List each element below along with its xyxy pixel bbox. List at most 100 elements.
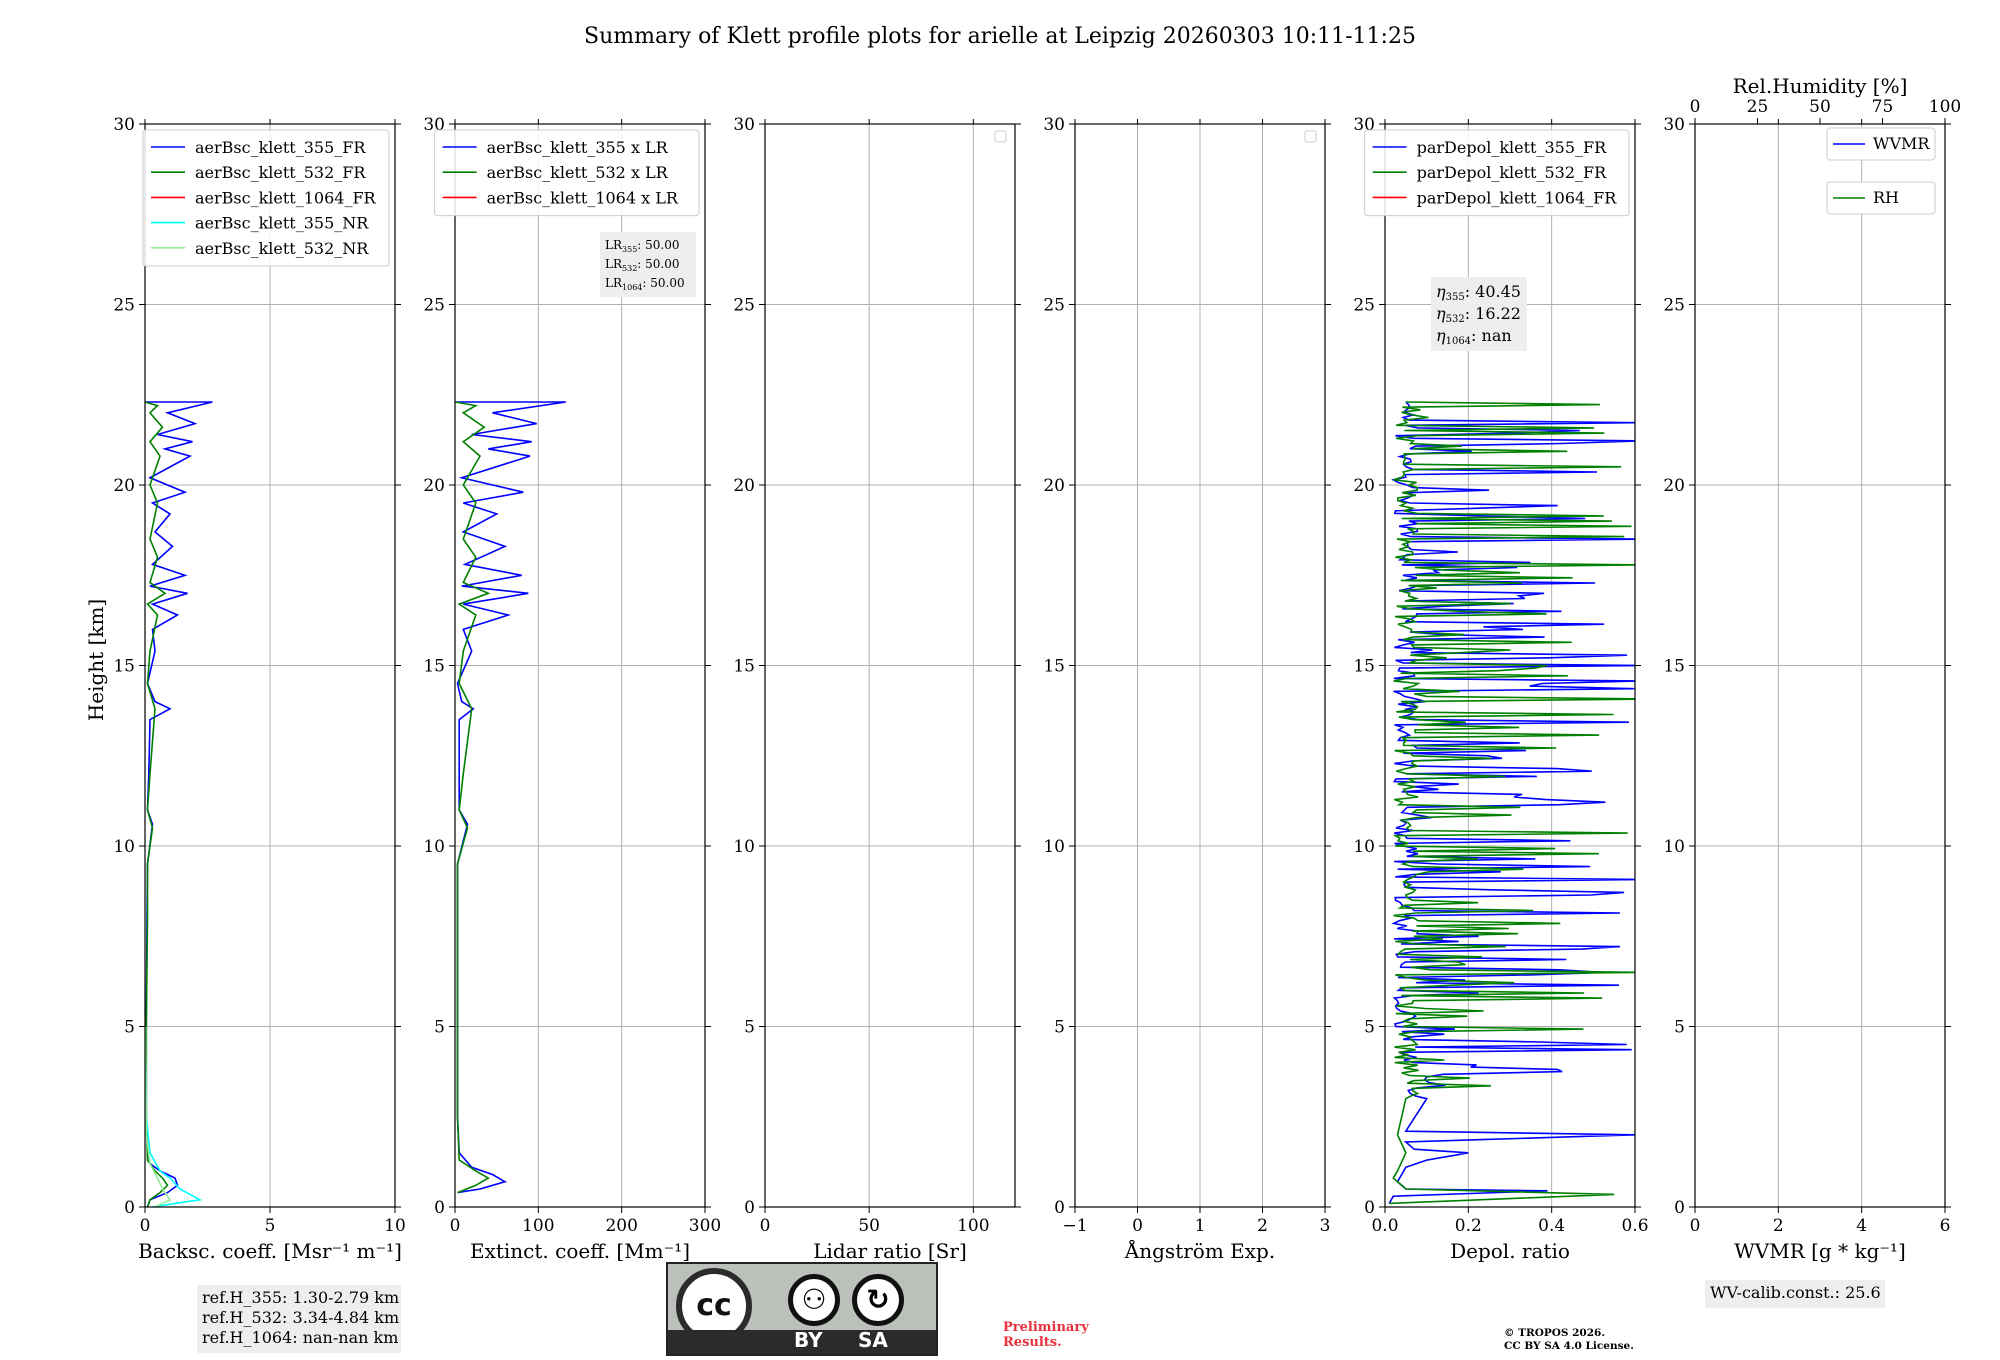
legend-label: parDepol_klett_1064_FR	[1417, 188, 1618, 207]
y-tick-label: 0	[1054, 1198, 1065, 1218]
y-axis-label: Height [km]	[84, 599, 108, 721]
x-tick-label: 0	[450, 1216, 461, 1236]
annotation-subscript: 355	[1446, 292, 1465, 303]
empty-legend-box	[994, 130, 1007, 143]
preliminary-note: Preliminary Results.	[1003, 1320, 1089, 1350]
series-line-parDepol_klett_355_FR	[1388, 401, 1635, 1204]
y-tick-label: 25	[423, 296, 445, 316]
empty-legend-box	[1304, 130, 1317, 143]
copyright-line-2: CC BY SA 4.0 License.	[1504, 1340, 1634, 1352]
annotation-symbol: η	[1436, 282, 1446, 301]
annotation-line: WV-calib.const.: 25.6	[1710, 1283, 1881, 1302]
legend-label: RH	[1873, 188, 1899, 207]
annotation-line: η1064: nan	[1436, 326, 1512, 347]
series-line-aerBsc_klett_355 x LR	[455, 401, 566, 1194]
x-tick-label: 100	[957, 1216, 989, 1236]
y-tick-label: 25	[1663, 296, 1685, 316]
top-x-tick-label: 50	[1809, 97, 1831, 117]
y-tick-label: 20	[1043, 476, 1065, 496]
legend-box	[142, 129, 390, 267]
annotation-box	[600, 232, 696, 297]
x-tick-label: 2	[1773, 1216, 1784, 1236]
legend-box	[1364, 129, 1630, 217]
annotation-symbol: η	[1436, 304, 1446, 323]
series-line-aerBsc_klett_355_FR	[145, 401, 213, 1207]
y-tick-label: 0	[1364, 1198, 1375, 1218]
x-tick-label: 0	[140, 1216, 151, 1236]
y-tick-label: 15	[733, 657, 755, 677]
y-tick-label: 10	[423, 837, 445, 857]
y-tick-label: 30	[113, 115, 135, 135]
legend-box	[1826, 127, 1936, 161]
panel-lr: 0 50 100 0 5 10 15 20 25 30 Lidar ratio [Sr]	[733, 115, 1021, 1263]
annotation-symbol: LR	[605, 238, 623, 252]
series-line-aerBsc_klett_532_FR	[145, 401, 169, 1207]
y-tick-label: 25	[1043, 296, 1065, 316]
y-tick-label: 5	[124, 1018, 135, 1038]
cc-sa-label: SA	[858, 1328, 888, 1352]
cc-badge-band	[668, 1330, 936, 1354]
x-axis-label: WVMR [g * kg⁻¹]	[1734, 1239, 1906, 1263]
legend-label: WVMR	[1873, 134, 1930, 153]
annotation-line: η355: 40.45	[1436, 282, 1521, 303]
x-tick-label: 300	[689, 1216, 721, 1236]
annotation-box	[1431, 277, 1527, 351]
x-axis-label: Lidar ratio [Sr]	[813, 1239, 967, 1263]
legend-label: parDepol_klett_532_FR	[1417, 163, 1608, 182]
top-x-tick-label: 75	[1872, 97, 1894, 117]
annotation-subscript: 1064	[1446, 336, 1471, 347]
y-tick-label: 10	[1043, 837, 1065, 857]
y-tick-label: 5	[1364, 1018, 1375, 1038]
x-tick-label: 3	[1320, 1216, 1331, 1236]
copyright-note: © TROPOS 2026. CC BY SA 4.0 License.	[1504, 1327, 1634, 1353]
y-tick-label: 15	[423, 657, 445, 677]
top-x-tick-label: 0	[1690, 97, 1701, 117]
y-tick-label: 5	[1054, 1018, 1065, 1038]
annotation-box	[1705, 1280, 1885, 1308]
annotation-subscript: 355	[622, 245, 637, 254]
x-tick-label: −1	[1062, 1216, 1087, 1236]
x-tick-label: 50	[858, 1216, 880, 1236]
legend-label: aerBsc_klett_1064_FR	[195, 188, 377, 207]
legend-label: aerBsc_klett_1064 x LR	[487, 188, 679, 207]
y-tick-label: 5	[1674, 1018, 1685, 1038]
x-axis-label: Backsc. coeff. [Msr⁻¹ m⁻¹]	[138, 1239, 402, 1263]
annotation-value: : 16.22	[1465, 304, 1521, 323]
annotation-subscript: 1064	[622, 283, 642, 292]
x-tick-label: 0	[1690, 1216, 1701, 1236]
panel-bsc: 0 5 10 0 5 10 15 20 25 30 Backsc. coeff. [Msr⁻¹ m⁻…	[113, 115, 406, 1353]
top-axis-label: Rel.Humidity [%]	[1733, 74, 1908, 98]
figure-title: Summary of Klett profile plots for ariel…	[584, 24, 1416, 49]
annotation-line: η532: 16.22	[1436, 304, 1521, 325]
x-tick-label: 0.2	[1455, 1216, 1482, 1236]
panel-wv: 0 2 4 6 0 5 10 15 20 25 30 WVMR [g * kg⁻¹] 0 25 50 75 10…	[1663, 74, 1961, 1308]
annotation-symbol: LR	[605, 276, 623, 290]
series-group	[455, 401, 566, 1194]
legend-label: parDepol_klett_355_FR	[1417, 138, 1608, 157]
annotation-value: : 40.45	[1465, 282, 1521, 301]
series-line-parDepol_klett_532_FR	[1389, 401, 1635, 1205]
legend-label: aerBsc_klett_532_FR	[195, 163, 366, 182]
legend-box	[1826, 181, 1936, 215]
annotation-subscript: 532	[1446, 314, 1465, 325]
cc-license-badge: cc ⚇ ↻ BY SA	[666, 1262, 938, 1356]
legend-label: aerBsc_klett_532_NR	[195, 239, 369, 258]
y-tick-label: 20	[423, 476, 445, 496]
person-icon: ⚇	[788, 1274, 840, 1326]
annotation-symbol: η	[1436, 326, 1446, 345]
annotation-line: LR532: 50.00	[605, 257, 680, 273]
annotation-line: LR1064: 50.00	[605, 276, 685, 292]
y-tick-label: 20	[1353, 476, 1375, 496]
series-group	[145, 401, 213, 1207]
y-tick-label: 10	[733, 837, 755, 857]
x-tick-label: 200	[605, 1216, 637, 1236]
annotation-line: ref.H_532: 3.34-4.84 km	[202, 1308, 399, 1327]
y-tick-label: 5	[434, 1018, 445, 1038]
annotation-value: : nan	[1471, 326, 1512, 345]
top-x-tick-label: 100	[1929, 97, 1961, 117]
y-tick-label: 10	[1353, 837, 1375, 857]
y-tick-label: 15	[1663, 657, 1685, 677]
annotation-box	[197, 1285, 401, 1353]
